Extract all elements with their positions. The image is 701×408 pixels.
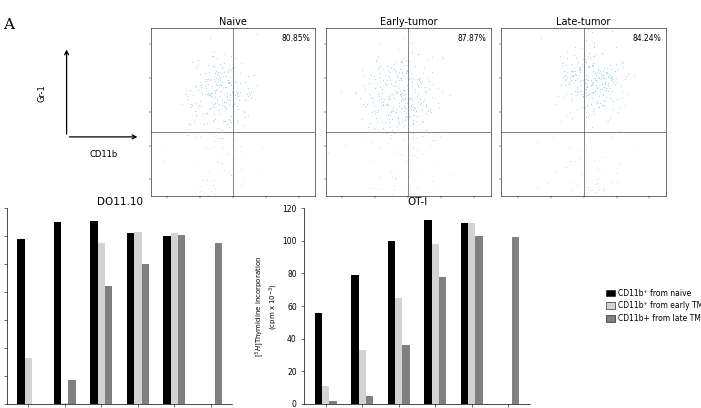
Bar — [178, 235, 185, 404]
Bar — [69, 380, 76, 404]
Bar — [97, 243, 105, 404]
Legend: CD11b⁺ from naive, CD11b⁺ from early TMSP, CD11b+ from late TMSP: CD11b⁺ from naive, CD11b⁺ from early TMS… — [606, 289, 701, 323]
Bar — [54, 222, 61, 404]
Bar — [215, 243, 222, 404]
Bar — [512, 237, 519, 404]
Text: Gr-1: Gr-1 — [38, 84, 46, 102]
Y-axis label: $[^3H]$Thymidine incorporation
(cpm x 10$^{-3}$): $[^3H]$Thymidine incorporation (cpm x 10… — [253, 255, 280, 357]
Bar — [432, 244, 439, 404]
Title: DO11.10: DO11.10 — [97, 197, 142, 207]
Text: CD11b: CD11b — [90, 150, 118, 159]
Bar — [402, 345, 409, 404]
Bar — [439, 277, 447, 404]
Text: A: A — [4, 18, 15, 32]
Bar — [424, 220, 432, 404]
Bar — [351, 275, 358, 404]
Bar — [388, 241, 395, 404]
Bar — [142, 264, 149, 404]
Bar — [61, 403, 69, 404]
Bar — [366, 396, 373, 404]
Bar — [18, 239, 25, 404]
Bar — [358, 350, 366, 404]
Bar — [90, 221, 97, 404]
Bar — [171, 233, 178, 404]
Bar — [127, 233, 134, 404]
Bar — [25, 358, 32, 404]
Bar — [395, 298, 402, 404]
Bar — [105, 286, 112, 404]
Title: OT-I: OT-I — [407, 197, 427, 207]
Bar — [163, 236, 171, 404]
Bar — [315, 313, 322, 404]
Bar — [468, 223, 475, 404]
Bar — [475, 236, 483, 404]
Bar — [134, 232, 142, 404]
Bar — [329, 401, 336, 404]
Bar — [322, 386, 329, 404]
Bar — [461, 223, 468, 404]
